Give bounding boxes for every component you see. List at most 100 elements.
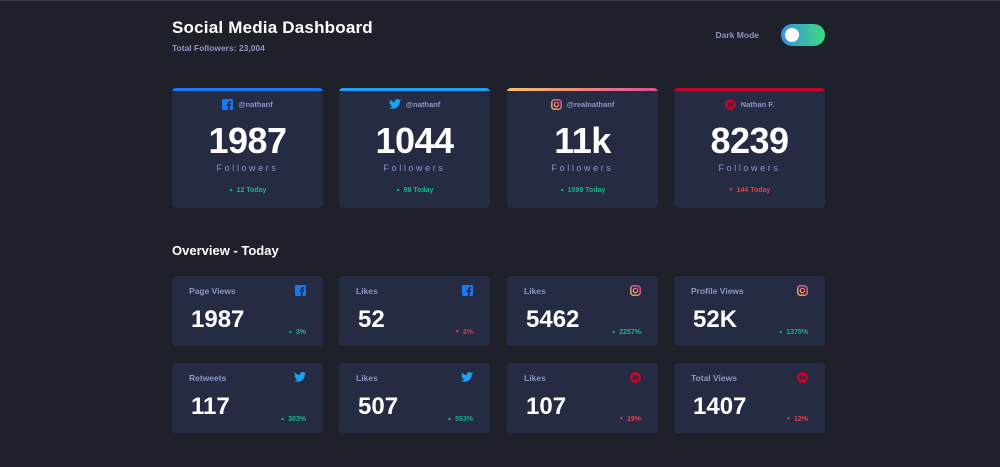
card-youtube[interactable]: Nathan F. 8239 Followers ▼ 144 Today (674, 88, 825, 208)
today-change-text: 12 Today (236, 187, 267, 194)
twitter-icon (294, 372, 306, 382)
today-change: ▲ 12 Today (172, 187, 323, 194)
card-instagram[interactable]: @realnathanf 11k Followers ▲ 1099 Today (507, 88, 658, 208)
youtube-icon (797, 372, 808, 383)
today-change: ▲ 99 Today (339, 187, 490, 194)
overview-change: ▼ 12% (786, 416, 808, 423)
overview-change-text: 303% (288, 416, 306, 423)
dark-mode-label: Dark Mode (715, 30, 759, 40)
today-change: ▼ 144 Today (674, 187, 825, 194)
overview-value: 5462 (526, 306, 580, 333)
instagram-icon (550, 99, 562, 110)
overview-label: Total Views (691, 373, 737, 383)
card-handle-text: @nathanf (238, 100, 273, 109)
today-change: ▲ 1099 Today (507, 187, 658, 194)
dashboard-header: Social Media Dashboard Total Followers: … (172, 18, 825, 58)
card-handle: @nathanf (172, 99, 323, 110)
down-arrow-icon: ▼ (619, 416, 624, 422)
overview-card[interactable]: Total Views 1407 ▼ 12% (674, 363, 825, 433)
card-facebook[interactable]: @nathanf 1987 Followers ▲ 12 Today (172, 88, 323, 208)
overview-change: ▲ 3% (288, 329, 306, 336)
overview-value: 107 (526, 393, 567, 420)
card-handle: @nathanf (339, 99, 490, 109)
twitter-icon (388, 99, 401, 109)
dark-mode-control: Dark Mode (716, 24, 825, 46)
overview-change: ▲ 1375% (778, 329, 808, 336)
up-arrow-icon: ▲ (611, 329, 617, 335)
overview-card[interactable]: Likes 52 ▼ 2% (339, 276, 490, 346)
overview-label: Page Views (189, 286, 236, 296)
follower-cards: @nathanf 1987 Followers ▲ 12 Today @natha… (172, 88, 825, 208)
instagram-icon (630, 285, 641, 296)
overview-value: 117 (191, 393, 230, 420)
overview-label: Retweets (189, 373, 227, 383)
overview-title: Overview - Today (172, 243, 279, 258)
today-change-text: 99 Today (403, 187, 434, 194)
card-handle-text: @realnathanf (566, 100, 615, 109)
follower-count: 1044 (375, 120, 454, 161)
overview-change-text: 3% (295, 329, 306, 336)
overview-change: ▲ 553% (447, 416, 473, 423)
twitter-icon (461, 372, 473, 382)
overview-label: Likes (524, 373, 546, 383)
dark-mode-toggle[interactable] (781, 24, 825, 46)
overview-card[interactable]: Likes 107 ▼ 19% (507, 363, 658, 433)
up-arrow-icon: ▲ (395, 187, 401, 193)
overview-card[interactable]: Retweets 117 ▲ 303% (172, 363, 323, 433)
overview-change: ▼ 19% (619, 416, 641, 423)
follower-count: 1987 (208, 120, 287, 161)
overview-card[interactable]: Likes 5462 ▲ 2257% (507, 276, 658, 346)
down-arrow-icon: ▼ (454, 329, 460, 335)
instagram-icon (797, 285, 808, 296)
up-arrow-icon: ▲ (778, 329, 784, 335)
follower-count: 8239 (710, 120, 789, 161)
card-accent-bar (339, 88, 490, 91)
total-followers: Total Followers: 23,004 (172, 43, 265, 53)
up-arrow-icon: ▲ (447, 416, 453, 422)
top-border (0, 0, 1000, 1)
overview-change-text: 19% (626, 416, 641, 423)
card-twitter[interactable]: @nathanf 1044 Followers ▲ 99 Today (339, 88, 490, 208)
overview-change-text: 2257% (619, 329, 641, 336)
facebook-icon (462, 285, 473, 296)
overview-value: 1407 (693, 393, 747, 420)
overview-value: 1987 (191, 306, 245, 333)
down-arrow-icon: ▼ (728, 187, 734, 193)
youtube-icon (630, 372, 641, 383)
up-arrow-icon: ▲ (287, 329, 293, 335)
overview-card[interactable]: Page Views 1987 ▲ 3% (172, 276, 323, 346)
card-accent-bar (674, 88, 825, 91)
facebook-icon (295, 285, 306, 296)
overview-change: ▲ 303% (280, 416, 306, 423)
today-change-text: 1099 Today (567, 187, 606, 194)
overview-label: Likes (356, 286, 378, 296)
overview-card[interactable]: Likes 507 ▲ 553% (339, 363, 490, 433)
facebook-icon (222, 99, 234, 110)
card-accent-bar (172, 88, 323, 91)
followers-label: Followers (216, 163, 279, 173)
up-arrow-icon: ▲ (559, 187, 565, 193)
followers-label: Followers (551, 163, 614, 173)
overview-label: Likes (356, 373, 378, 383)
followers-label: Followers (383, 163, 446, 173)
overview-value: 52 (358, 306, 385, 333)
card-handle: @realnathanf (507, 99, 658, 110)
overview-change: ▼ 2% (455, 329, 473, 336)
card-handle: Nathan F. (674, 99, 825, 110)
overview-label: Profile Views (691, 286, 744, 296)
overview-card[interactable]: Profile Views 52K ▲ 1375% (674, 276, 825, 346)
page-title: Social Media Dashboard (172, 18, 373, 37)
toggle-knob[interactable] (785, 28, 799, 42)
overview-change-text: 553% (455, 416, 473, 423)
today-change-text: 144 Today (736, 187, 771, 194)
overview-change: ▲ 2257% (611, 329, 641, 336)
up-arrow-icon: ▲ (228, 187, 234, 193)
overview-change-text: 12% (793, 416, 808, 423)
up-arrow-icon: ▲ (280, 416, 286, 422)
card-handle-text: Nathan F. (740, 100, 775, 109)
overview-change-text: 1375% (786, 329, 808, 336)
overview-value: 507 (358, 393, 399, 420)
down-arrow-icon: ▼ (786, 416, 791, 422)
card-accent-bar (507, 88, 658, 91)
overview-value: 52K (693, 306, 738, 333)
